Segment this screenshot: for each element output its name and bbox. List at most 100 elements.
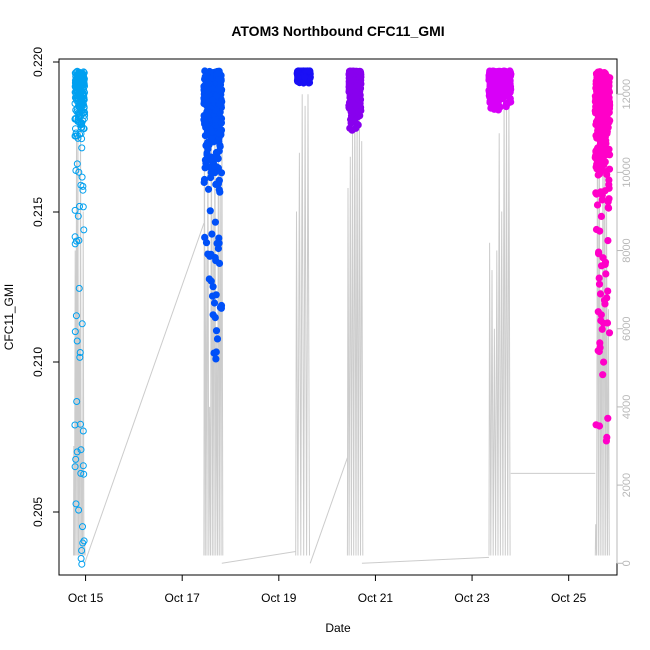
data-point	[202, 239, 211, 247]
data-point	[597, 164, 605, 172]
data-point	[77, 469, 85, 477]
data-point	[594, 308, 602, 316]
data-point	[491, 84, 499, 92]
data-point	[76, 353, 84, 361]
data-point	[75, 168, 83, 176]
data-point	[305, 67, 313, 75]
data-point	[596, 343, 604, 352]
data-point	[71, 233, 79, 241]
flight-3-points	[293, 67, 314, 87]
altitude-connector-3	[309, 457, 348, 564]
data-point	[346, 68, 354, 76]
altitude-line-flight-3	[295, 94, 310, 556]
x-tick-label: Oct 25	[551, 591, 587, 605]
data-point	[209, 283, 217, 291]
data-point	[600, 85, 608, 93]
data-point	[71, 132, 79, 140]
data-point	[485, 92, 493, 100]
data-point	[214, 85, 222, 93]
data-point	[78, 135, 86, 143]
data-point	[78, 547, 86, 554]
data-point	[77, 420, 84, 428]
data-point	[79, 186, 87, 194]
data-point	[81, 109, 89, 116]
data-point	[596, 227, 604, 235]
data-point	[75, 79, 83, 87]
data-point	[75, 284, 83, 292]
data-point	[599, 371, 607, 379]
data-point	[597, 212, 606, 220]
data-point	[208, 292, 217, 300]
data-point	[72, 312, 80, 320]
altitude-connector-2	[221, 551, 296, 564]
y-tick-label: 0.205	[31, 497, 45, 527]
data-point	[593, 82, 602, 90]
x-tick-label: Oct 23	[454, 591, 490, 605]
data-point	[216, 141, 224, 149]
data-point	[506, 95, 514, 103]
data-point	[216, 303, 224, 311]
data-point	[603, 433, 611, 441]
data-point	[592, 190, 601, 198]
data-point	[592, 132, 600, 140]
data-point	[214, 129, 223, 137]
data-point	[348, 109, 357, 117]
data-point	[80, 470, 88, 478]
flight-4-points	[345, 67, 365, 134]
data-point	[77, 446, 85, 454]
data-point	[80, 85, 88, 93]
data-point	[71, 206, 79, 214]
y-tick-label: 0.210	[31, 347, 45, 377]
data-point	[595, 280, 604, 288]
data-point	[76, 202, 83, 210]
data-point	[80, 226, 88, 234]
data-point	[213, 151, 221, 159]
data-point	[216, 77, 224, 85]
data-point	[71, 240, 79, 248]
data-point	[601, 133, 609, 141]
data-point	[207, 168, 215, 177]
data-point	[71, 328, 79, 336]
altitude-series	[73, 86, 610, 564]
data-point	[78, 121, 86, 128]
data-point	[215, 239, 223, 247]
data-point	[294, 73, 302, 81]
data-point	[215, 186, 223, 194]
data-point	[73, 160, 81, 168]
data-point	[76, 130, 84, 138]
data-point	[202, 93, 210, 101]
data-point	[595, 96, 603, 105]
data-point	[79, 539, 87, 547]
data-point	[200, 116, 208, 124]
data-point	[592, 155, 601, 163]
data-point	[604, 414, 612, 422]
data-point	[356, 67, 364, 76]
data-point	[592, 118, 601, 126]
axes: Oct 15 Oct 17 Oct 19 Oct 21 Oct 23 Oct 25 0.20…	[31, 47, 633, 605]
data-point	[349, 100, 357, 108]
data-point	[75, 75, 83, 83]
y2-tick-label: 10000	[621, 157, 633, 188]
data-point	[212, 180, 220, 188]
data-point	[494, 77, 502, 85]
data-point	[211, 218, 219, 226]
data-point	[204, 109, 212, 117]
y2-tick-label: 12000	[621, 79, 633, 110]
y2-tick-label: 0	[621, 560, 633, 566]
chart-title: ATOM3 Northbound CFC11_GMI	[231, 23, 444, 39]
y2-tick-label: 8000	[621, 238, 633, 262]
data-point	[78, 173, 86, 181]
data-point	[604, 287, 612, 295]
data-point	[210, 299, 219, 307]
data-point	[75, 506, 83, 514]
data-point	[216, 101, 224, 109]
data-point	[78, 320, 86, 328]
y2-tick-label: 2000	[621, 473, 633, 497]
data-point	[594, 248, 603, 256]
altitude-line-flight-1	[73, 86, 86, 556]
data-point	[71, 88, 79, 96]
flight-6-points	[591, 68, 614, 445]
data-point	[71, 463, 79, 471]
data-point	[212, 355, 220, 363]
